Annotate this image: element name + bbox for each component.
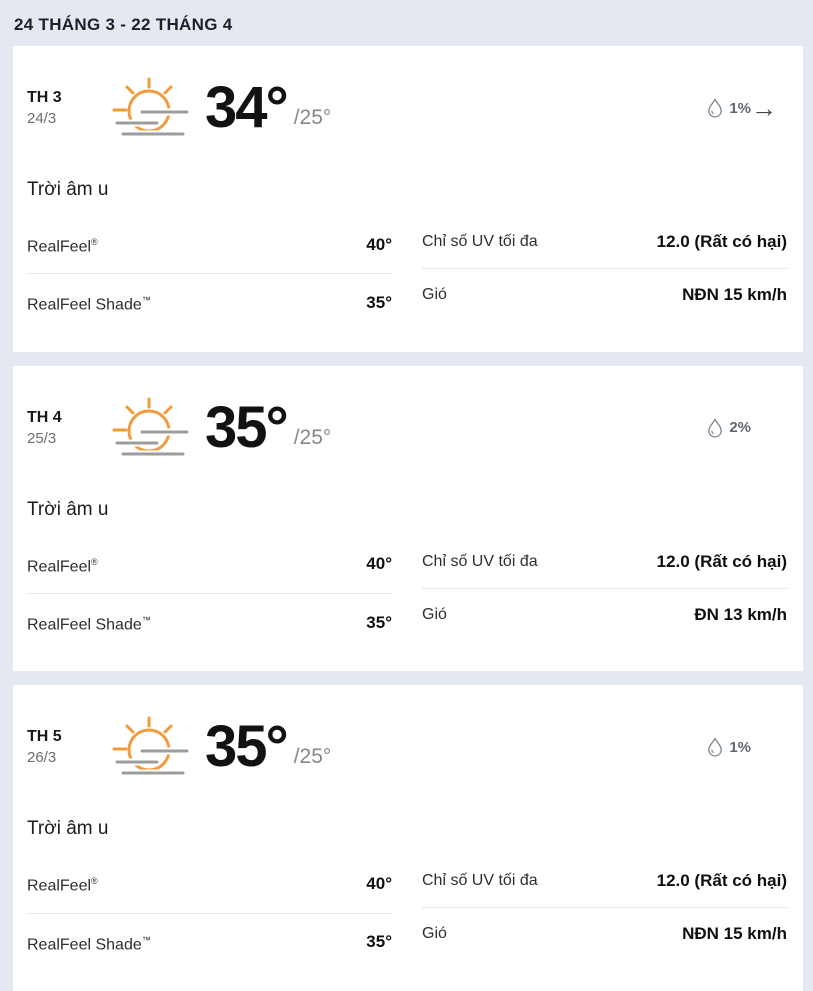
precip-percent: 1% bbox=[729, 99, 751, 117]
row-value: 12.0 (Rất có hại) bbox=[656, 871, 787, 891]
row-label: Gió bbox=[422, 286, 447, 303]
temperature-group: 35° /25° bbox=[205, 394, 332, 460]
row-value: 40° bbox=[366, 554, 392, 574]
day-of-week: TH 5 bbox=[27, 728, 62, 746]
row-value: 35° bbox=[366, 932, 392, 952]
hazy-sunshine-icon bbox=[112, 716, 191, 777]
daily-forecast-card[interactable]: TH 5 26/3 35° /25° bbox=[13, 685, 803, 991]
hazy-sunshine-icon bbox=[112, 397, 191, 458]
row-label: RealFeel Shade™ bbox=[27, 295, 151, 314]
row-value: 40° bbox=[366, 234, 392, 254]
row-value: ĐN 13 km/h bbox=[694, 604, 787, 624]
hazy-sunshine-icon bbox=[112, 77, 191, 138]
row-value: 12.0 (Rất có hại) bbox=[656, 232, 787, 251]
wind-row: Gió ĐN 13 km/h bbox=[422, 587, 787, 641]
detail-column-left: RealFeel® 40° RealFeel Shade™ 35° bbox=[27, 216, 392, 332]
wind-row: Gió NĐN 15 km/h bbox=[422, 907, 787, 960]
realfeel-shade-row: RealFeel Shade™ 35° bbox=[27, 912, 392, 971]
row-label: RealFeel® bbox=[27, 556, 98, 575]
temperature-group: 35° /25° bbox=[205, 718, 331, 776]
detail-column-right: Chỉ số UV tối đa 12.0 (Rất có hại) Gió Đ… bbox=[422, 536, 787, 652]
row-label: Chỉ số UV tối đa bbox=[422, 552, 538, 570]
raindrop-icon bbox=[708, 737, 723, 757]
detail-column-right: Chỉ số UV tối đa 12.0 (Rất có hại) Gió N… bbox=[422, 855, 787, 971]
uv-index-row: Chỉ số UV tối đa 12.0 (Rất có hại) bbox=[422, 216, 787, 268]
realfeel-row: RealFeel® 40° bbox=[27, 216, 392, 273]
date-label: 26/3 bbox=[27, 749, 57, 767]
row-value: NĐN 15 km/h bbox=[682, 924, 787, 944]
row-label: Chỉ số UV tối đa bbox=[422, 233, 538, 250]
row-label: Chỉ số UV tối đa bbox=[422, 872, 538, 890]
high-temp: 35° bbox=[205, 714, 289, 780]
realfeel-row: RealFeel® 40° bbox=[27, 536, 392, 593]
row-label: RealFeel Shade™ bbox=[27, 934, 151, 953]
precipitation: 1% bbox=[707, 98, 751, 118]
realfeel-shade-row: RealFeel Shade™ 35° bbox=[27, 273, 392, 331]
temperature-group: 34° /25° bbox=[205, 79, 331, 137]
daily-forecast-card[interactable]: TH 3 24/3 34° /25° bbox=[13, 46, 803, 352]
day-of-week: TH 4 bbox=[27, 408, 62, 426]
row-label: RealFeel Shade™ bbox=[27, 614, 151, 634]
day-of-week: TH 3 bbox=[27, 89, 62, 106]
row-value: 35° bbox=[366, 612, 392, 632]
precip-percent: 1% bbox=[729, 738, 751, 756]
card-header: TH 5 26/3 35° /25° bbox=[27, 697, 787, 797]
weather-phrase: Trời âm u bbox=[27, 498, 109, 520]
detail-grid: RealFeel® 40° RealFeel Shade™ 35° Chỉ số… bbox=[27, 216, 787, 332]
row-value: 40° bbox=[366, 873, 392, 893]
date-column: TH 3 24/3 bbox=[27, 89, 99, 127]
row-label: RealFeel® bbox=[27, 876, 98, 895]
raindrop-icon bbox=[708, 98, 723, 118]
low-temp: /25° bbox=[293, 745, 332, 769]
date-column: TH 5 26/3 bbox=[27, 728, 99, 766]
row-value: 35° bbox=[366, 292, 392, 312]
date-label: 24/3 bbox=[27, 110, 57, 127]
precipitation: 2% bbox=[707, 417, 751, 438]
precip-percent: 2% bbox=[729, 419, 751, 437]
detail-column-right: Chỉ số UV tối đa 12.0 (Rất có hại) Gió N… bbox=[422, 216, 787, 332]
weather-phrase: Trời âm u bbox=[27, 818, 109, 840]
card-header: TH 3 24/3 34° /25° bbox=[27, 58, 787, 158]
card-header: TH 4 25/3 35° /25° bbox=[27, 378, 787, 478]
date-label: 25/3 bbox=[27, 429, 57, 447]
detail-grid: RealFeel® 40° RealFeel Shade™ 35° Chỉ số… bbox=[27, 536, 787, 652]
uv-index-row: Chỉ số UV tối đa 12.0 (Rất có hại) bbox=[422, 536, 787, 588]
high-temp: 35° bbox=[205, 394, 289, 460]
row-value: NĐN 15 km/h bbox=[682, 285, 787, 304]
realfeel-shade-row: RealFeel Shade™ 35° bbox=[27, 592, 392, 651]
row-value: 12.0 (Rất có hại) bbox=[656, 551, 787, 571]
realfeel-row: RealFeel® 40° bbox=[27, 855, 392, 912]
daily-forecast-card[interactable]: TH 4 25/3 35° /25° bbox=[13, 365, 803, 672]
row-label: Gió bbox=[422, 925, 447, 943]
row-label: RealFeel® bbox=[27, 237, 98, 256]
row-label: Gió bbox=[422, 605, 447, 623]
detail-column-left: RealFeel® 40° RealFeel Shade™ 35° bbox=[27, 536, 392, 652]
low-temp: /25° bbox=[293, 106, 332, 129]
date-column: TH 4 25/3 bbox=[27, 409, 99, 447]
arrow-right-icon[interactable]: → bbox=[751, 93, 777, 123]
wind-row: Gió NĐN 15 km/h bbox=[422, 268, 787, 321]
uv-index-row: Chỉ số UV tối đa 12.0 (Rất có hại) bbox=[422, 855, 787, 907]
high-temp: 34° bbox=[205, 75, 289, 140]
low-temp: /25° bbox=[293, 425, 332, 449]
precipitation: 1% bbox=[707, 737, 751, 757]
detail-grid: RealFeel® 40° RealFeel Shade™ 35° Chỉ số… bbox=[27, 855, 787, 971]
raindrop-icon bbox=[708, 417, 723, 438]
detail-column-left: RealFeel® 40° RealFeel Shade™ 35° bbox=[27, 855, 392, 971]
date-range-title: 24 THÁNG 3 - 22 THÁNG 4 bbox=[14, 15, 233, 34]
weather-phrase: Trời âm u bbox=[27, 179, 109, 200]
